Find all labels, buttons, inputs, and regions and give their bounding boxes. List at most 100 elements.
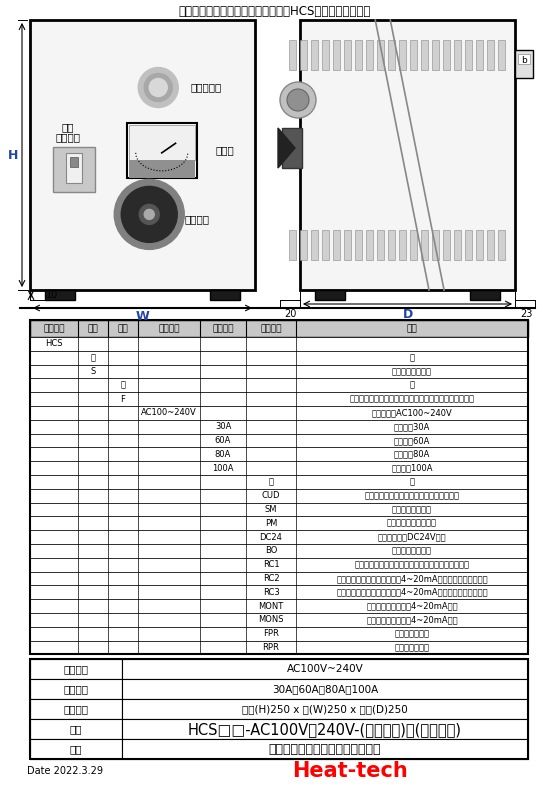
Text: D: D: [403, 307, 412, 320]
Bar: [30, 613, 528, 627]
Text: 無: 無: [268, 477, 273, 486]
Bar: [30, 502, 528, 516]
Text: 品名: 品名: [70, 744, 82, 755]
Bar: [300, 40, 306, 70]
Bar: [30, 530, 528, 544]
Bar: [30, 320, 528, 654]
Bar: [30, 406, 528, 420]
Text: PM: PM: [265, 519, 277, 527]
Text: 電源ランプ: 電源ランプ: [190, 83, 222, 92]
Text: 30A・60A・80A・100A: 30A・60A・80A・100A: [272, 684, 378, 694]
Text: ヒーター断線警報: ヒーター断線警報: [392, 546, 432, 556]
Text: 温度モニター出力　4~20mA信号: 温度モニター出力 4~20mA信号: [366, 602, 458, 611]
Bar: [432, 40, 438, 70]
Bar: [311, 40, 317, 70]
Text: SM: SM: [265, 505, 277, 514]
Bar: [122, 739, 528, 760]
Bar: [30, 739, 122, 760]
Text: 制御電流30A: 制御電流30A: [394, 422, 430, 431]
Bar: [300, 20, 515, 290]
Bar: [30, 392, 528, 406]
Text: 23: 23: [520, 309, 532, 319]
Bar: [518, 54, 530, 64]
Bar: [388, 40, 394, 70]
Bar: [289, 40, 295, 70]
Bar: [129, 125, 195, 160]
Text: AC100V~240V: AC100V~240V: [287, 664, 364, 675]
Bar: [410, 230, 416, 260]
Text: 付加機能: 付加機能: [260, 324, 282, 333]
Bar: [333, 230, 339, 260]
Text: 80A: 80A: [215, 450, 231, 459]
Bar: [30, 557, 528, 572]
Text: CUD: CUD: [262, 491, 280, 500]
Text: H: H: [8, 149, 18, 162]
Bar: [421, 230, 427, 260]
Text: 電源電圧　AC100~240V: 電源電圧 AC100~240V: [372, 409, 452, 417]
Bar: [344, 230, 350, 260]
Text: Date 2022.3.29: Date 2022.3.29: [27, 766, 103, 777]
Text: 速度計の表面搭載: 速度計の表面搭載: [392, 505, 432, 514]
Bar: [30, 461, 528, 475]
Text: 内容: 内容: [406, 324, 417, 333]
Bar: [377, 40, 383, 70]
Bar: [210, 290, 240, 300]
Bar: [399, 40, 405, 70]
Text: 無: 無: [410, 477, 415, 486]
Bar: [487, 230, 493, 260]
Text: 60A: 60A: [215, 436, 231, 445]
Text: 10: 10: [46, 290, 58, 300]
Text: BO: BO: [265, 546, 277, 556]
Bar: [129, 160, 195, 178]
Bar: [355, 40, 361, 70]
Text: 制御電流: 制御電流: [63, 684, 89, 694]
Text: 制御電流60A: 制御電流60A: [394, 436, 430, 445]
Text: AC100~240V: AC100~240V: [141, 409, 197, 417]
Bar: [30, 447, 528, 461]
Text: 冷却ファン用DC24V電源: 冷却ファン用DC24V電源: [378, 532, 446, 541]
Bar: [322, 230, 328, 260]
Bar: [122, 680, 528, 700]
Bar: [30, 680, 122, 700]
Bar: [432, 230, 438, 260]
Text: DC24: DC24: [260, 532, 283, 541]
Bar: [322, 40, 328, 70]
Circle shape: [149, 78, 167, 96]
Circle shape: [139, 205, 160, 224]
Text: 高さ(H)250 x 幅(W)250 x 奥行(D)250: 高さ(H)250 x 幅(W)250 x 奥行(D)250: [242, 705, 408, 714]
Bar: [443, 230, 449, 260]
Text: リモートコントロール：外部4~20mA信号で出力電圧を制御: リモートコントロール：外部4~20mA信号で出力電圧を制御: [336, 574, 488, 583]
Polygon shape: [278, 128, 295, 168]
Text: 100A: 100A: [212, 464, 234, 472]
Bar: [465, 230, 471, 260]
Bar: [366, 230, 372, 260]
Bar: [333, 40, 339, 70]
Bar: [30, 351, 528, 365]
Circle shape: [121, 186, 177, 243]
Circle shape: [144, 210, 154, 219]
Bar: [470, 290, 500, 300]
Text: 無: 無: [120, 381, 125, 390]
Text: 電源: 電源: [61, 122, 74, 132]
Bar: [388, 230, 394, 260]
Bar: [454, 230, 460, 260]
Bar: [30, 641, 528, 654]
Text: 外形寸法: 外形寸法: [63, 705, 89, 714]
Bar: [443, 40, 449, 70]
Text: リモートコントロール：外部4~20mA信号で目標温度を設定: リモートコントロール：外部4~20mA信号で目標温度を設定: [336, 588, 488, 597]
Bar: [30, 586, 528, 599]
Text: FPR: FPR: [263, 629, 279, 638]
Bar: [30, 659, 122, 680]
Text: 前面保護レール: 前面保護レール: [394, 629, 430, 638]
Text: 電源電圧: 電源電圧: [158, 324, 180, 333]
Bar: [515, 50, 533, 78]
Bar: [69, 157, 78, 167]
Text: 制御電流80A: 制御電流80A: [394, 450, 430, 459]
Text: 電源電圧: 電源電圧: [63, 664, 89, 675]
Bar: [30, 320, 528, 337]
Text: b: b: [521, 56, 527, 65]
Text: 速度比例ヒーターコントローラー　HCSシリーズ　外形図: 速度比例ヒーターコントローラー HCSシリーズ 外形図: [179, 5, 371, 18]
Text: 30A: 30A: [215, 422, 231, 431]
Bar: [30, 434, 528, 447]
Text: HCS□□-AC100V～240V-(制御電流)／(付加機能): HCS□□-AC100V～240V-(制御電流)／(付加機能): [188, 722, 462, 737]
